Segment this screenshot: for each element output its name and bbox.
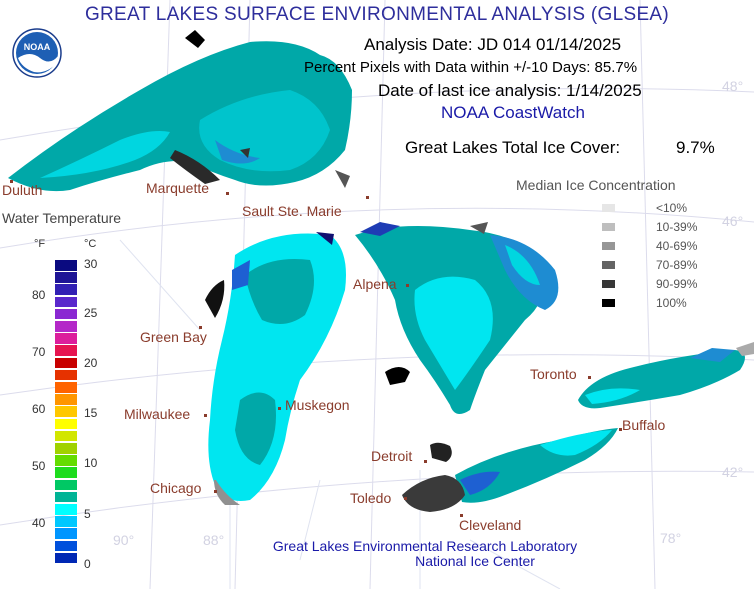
ice-legend-label: 70-89%	[656, 258, 698, 272]
ice-legend-label: 10-39%	[656, 220, 698, 234]
lat-42-label: 42°	[722, 464, 744, 480]
lake-erie	[402, 428, 618, 512]
temp-swatch	[55, 272, 77, 283]
ice-legend-title: Median Ice Concentration	[516, 177, 676, 193]
total-ice-label: Great Lakes Total Ice Cover:	[405, 138, 621, 157]
ice-swatch	[602, 261, 615, 269]
lon-78-label: 78°	[660, 530, 682, 546]
celsius-tick: 30	[84, 257, 98, 271]
footer-glerl: Great Lakes Environmental Research Labor…	[272, 538, 578, 554]
ice-swatch	[602, 204, 615, 212]
temp-swatch	[55, 345, 77, 357]
fahrenheit-tick: 50	[32, 459, 46, 473]
temp-swatch	[55, 516, 77, 527]
ice-swatch	[602, 299, 615, 307]
percent-pixels: Percent Pixels with Data within +/-10 Da…	[304, 59, 638, 76]
ice-legend-label: 40-69%	[656, 239, 698, 253]
temp-swatch	[55, 528, 77, 540]
temp-swatch	[55, 540, 77, 552]
celsius-unit: °C	[84, 238, 97, 250]
ice-legend-label: 90-99%	[656, 277, 698, 291]
temp-swatch	[55, 467, 77, 479]
fahrenheit-tick: 40	[32, 516, 46, 530]
celsius-tick: 20	[84, 356, 98, 370]
temp-swatch	[55, 430, 77, 442]
celsius-tick: 15	[84, 406, 98, 420]
city-milwaukee: Milwaukee	[124, 406, 191, 422]
temp-swatch	[55, 455, 77, 466]
lat-48-label: 48°	[722, 78, 744, 94]
ice-legend-label: <10%	[656, 201, 688, 215]
ice-legend-label: 100%	[656, 296, 687, 310]
city-detroit: Detroit	[371, 448, 413, 464]
temp-swatch	[55, 504, 77, 515]
temp-swatch	[55, 552, 77, 564]
fahrenheit-tick: 80	[32, 288, 46, 302]
city-marquette: Marquette	[146, 180, 210, 196]
temp-swatch	[55, 333, 77, 344]
city-toledo: Toledo	[350, 490, 392, 506]
page-title: GREAT LAKES SURFACE ENVIRONMENTAL ANALYS…	[84, 4, 670, 25]
total-ice-value: 9.7%	[676, 138, 715, 157]
lake-michigan	[205, 232, 346, 505]
analysis-date: Analysis Date: JD 014 01/14/2025	[364, 35, 622, 54]
city-green-bay: Green Bay	[140, 329, 207, 345]
lon-88-label: 88°	[203, 532, 225, 548]
temp-swatch	[55, 406, 77, 418]
water-temp-color-scale	[55, 260, 77, 565]
ice-swatch	[602, 223, 615, 231]
temp-swatch	[55, 394, 77, 405]
city-sault-ste-marie: Sault Ste. Marie	[242, 203, 342, 219]
ice-swatch	[602, 242, 615, 250]
temp-swatch	[55, 382, 77, 393]
fahrenheit-tick: 70	[32, 345, 46, 359]
lake-superior	[8, 30, 352, 192]
ice-analysis-date: Date of last ice analysis: 1/14/2025	[378, 81, 642, 100]
temp-swatch	[55, 296, 77, 308]
lake-huron	[355, 222, 559, 414]
lake-ontario	[578, 342, 754, 409]
city-duluth: Duluth	[2, 182, 43, 198]
temp-swatch	[55, 284, 77, 296]
celsius-tick: 10	[84, 456, 98, 470]
lat-46-label: 46°	[722, 213, 744, 229]
temp-swatch	[55, 479, 77, 491]
city-chicago: Chicago	[150, 480, 202, 496]
celsius-tick: 5	[84, 507, 91, 521]
noaa-logo-icon: NOAA	[12, 28, 62, 78]
city-markers	[10, 180, 622, 517]
celsius-tick: 25	[84, 306, 98, 320]
noaa-logo-text: NOAA	[24, 42, 51, 52]
temp-swatch	[55, 308, 77, 320]
source-coastwatch: NOAA CoastWatch	[441, 103, 585, 122]
footer-nic: National Ice Center	[415, 553, 535, 569]
temp-swatch	[55, 369, 77, 381]
city-toronto: Toronto	[530, 366, 577, 382]
city-alpena: Alpena	[353, 276, 397, 292]
city-cleveland: Cleveland	[459, 517, 522, 533]
lon-90-label: 90°	[113, 532, 135, 548]
temp-swatch	[55, 443, 77, 454]
city-muskegon: Muskegon	[285, 397, 350, 413]
fahrenheit-tick: 60	[32, 402, 46, 416]
temp-swatch	[55, 321, 77, 332]
temp-swatch	[55, 260, 77, 271]
city-buffalo: Buffalo	[622, 417, 666, 433]
temp-swatch	[55, 357, 77, 369]
ice-swatch	[602, 280, 615, 288]
temp-swatch	[55, 491, 77, 503]
temp-swatch	[55, 418, 77, 430]
water-temp-title: Water Temperature	[2, 210, 122, 226]
celsius-tick: 0	[84, 557, 91, 571]
fahrenheit-unit: °F	[34, 238, 46, 250]
